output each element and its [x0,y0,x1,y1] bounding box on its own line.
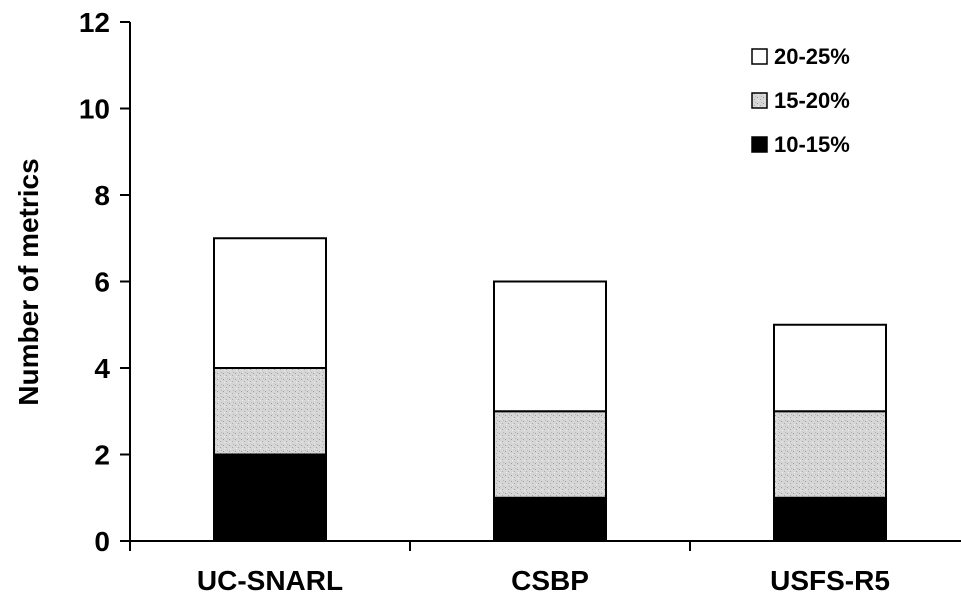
y-tick-label: 4 [94,353,110,384]
bar-segment-10-15%-CSBP [493,496,607,542]
legend: 20-25% 15-20% 10-15% [751,44,850,157]
bar-segment-15-20%-UC-SNARL [213,367,327,456]
legend-label: 20-25% [774,44,850,69]
bar-segment-10-15%-UC-SNARL [213,453,327,542]
legend-swatch [751,136,768,153]
x-category-label: USFS-R5 [770,565,890,596]
y-axis-title: Number of metrics [13,158,44,405]
legend-label: 10-15% [774,132,850,157]
x-category-label: UC-SNARL [197,565,343,596]
y-tick-label: 6 [94,267,110,298]
bar-segment-20-25%-CSBP [493,280,607,413]
y-axis: 0 2 4 6 8 10 12 [79,7,131,557]
legend-swatch [751,48,768,65]
y-tick-label: 2 [94,440,110,471]
x-category-label: CSBP [511,565,589,596]
bars [213,237,887,542]
bar-segment-20-25%-USFS-R5 [773,323,887,413]
y-tick-label: 12 [79,7,110,38]
legend-swatch [751,92,768,109]
y-tick-label: 8 [94,180,110,211]
bar-segment-10-15%-USFS-R5 [773,496,887,542]
x-axis: UC-SNARL CSBP USFS-R5 [129,540,961,596]
bar-segment-15-20%-CSBP [493,410,607,499]
y-tick-label: 0 [94,526,110,557]
y-tick-label: 10 [79,94,110,125]
bar-segment-20-25%-UC-SNARL [213,237,327,369]
legend-label: 15-20% [774,88,850,113]
bar-segment-15-20%-USFS-R5 [773,410,887,499]
